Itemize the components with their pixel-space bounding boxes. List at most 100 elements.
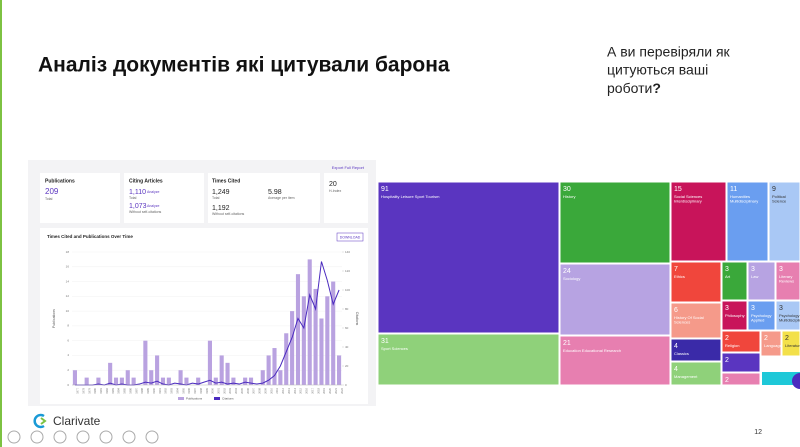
x-tick-label: 2009: [263, 387, 267, 393]
x-tick-label: 2010: [269, 387, 273, 393]
y2-tick-label: 140: [345, 250, 350, 254]
cell-value: 2: [764, 335, 768, 342]
cell-label-line: Psychology: [779, 313, 799, 318]
bar: [166, 377, 171, 385]
download-label[interactable]: DOWNLOAD: [340, 235, 361, 239]
cell-label: Sociology: [563, 276, 580, 281]
bar: [248, 377, 254, 385]
toolbar-icon[interactable]: [122, 430, 136, 444]
x-tick-label: 1999: [205, 387, 209, 393]
scroll-button[interactable]: [792, 373, 800, 389]
chart-card: [40, 228, 368, 404]
treemap-cell: [670, 361, 722, 386]
y-tick-label: 6: [67, 338, 69, 342]
card-heading: Times Cited: [212, 178, 240, 184]
toolbar-icon[interactable]: [7, 430, 21, 444]
cell-label: Management: [674, 374, 698, 379]
bar: [113, 377, 119, 385]
legend-swatch: [178, 397, 184, 400]
cell-value: 15: [674, 186, 682, 193]
card-caption: Total: [212, 196, 220, 200]
cell-label-line: Law: [751, 274, 758, 279]
export-link[interactable]: Export Full Report: [332, 165, 365, 170]
treemap-extra: [762, 372, 800, 385]
bar: [272, 348, 277, 385]
card-caption: Without self-citations: [212, 212, 245, 216]
y-tick-label: 4: [67, 353, 69, 357]
download-button[interactable]: [336, 232, 364, 242]
x-tick-label: 1992: [164, 387, 168, 393]
bar: [295, 274, 301, 385]
toolbar-icon[interactable]: [53, 430, 67, 444]
bar: [131, 377, 136, 385]
cell-value: 3: [725, 266, 729, 273]
x-tick-label: 2001: [216, 387, 220, 393]
bar: [213, 377, 218, 385]
toolbar: [7, 430, 159, 444]
bar: [84, 377, 89, 385]
cell-label-line: Ethics: [674, 274, 685, 279]
cell-label-line: Humanities: [730, 194, 750, 199]
y-tick-label: 8: [67, 324, 69, 328]
x-tick-label: 1978: [81, 387, 85, 393]
x-tick-label: 2003: [228, 387, 232, 393]
x-tick-label: 1993: [170, 387, 174, 393]
treemap-cell: [721, 300, 748, 331]
cell-value: 6: [674, 307, 678, 314]
toolbar-icon[interactable]: [145, 430, 159, 444]
x-tick-label: 2002: [222, 387, 226, 393]
x-tick-label: 2014: [293, 387, 297, 393]
card-caption: Average per item: [268, 196, 295, 200]
cell-label-line: Art: [725, 274, 731, 279]
x-tick-label: 1996: [187, 387, 191, 393]
x-tick-label: 1983: [111, 387, 115, 393]
cell-label-line: Interdisciplinary: [674, 199, 702, 204]
cell-label: Law: [751, 274, 758, 279]
y-tick-label: 18: [66, 250, 70, 254]
toolbar-icon[interactable]: [76, 430, 90, 444]
y-tick-label: 10: [66, 309, 70, 313]
bar: [219, 355, 224, 385]
toolbar-icon[interactable]: [30, 430, 44, 444]
cell-label-line: Science: [772, 199, 787, 204]
card-value: 20: [329, 181, 337, 188]
x-tick-label: 1991: [158, 387, 162, 393]
bar: [231, 377, 236, 385]
treemap-cell: [559, 263, 671, 336]
cell-label-line: Management: [674, 374, 698, 379]
cell-label-line: History Of Social: [674, 315, 704, 320]
cell-label: Classics: [674, 351, 689, 356]
x-tick-label: 1979: [87, 387, 91, 393]
bar: [325, 296, 330, 385]
question-line: А ви перевіряли як: [607, 44, 731, 60]
line: [74, 261, 340, 386]
question-mark: ?: [652, 80, 661, 96]
cell-value: 30: [563, 186, 571, 193]
x-tick-label: 1989: [146, 387, 150, 393]
card: [124, 173, 204, 223]
cell-value: 7: [674, 266, 678, 273]
cell-value: 31: [381, 338, 389, 345]
cell-value: 3: [751, 305, 755, 312]
cell-value: 9: [772, 186, 776, 193]
y-tick-label: 0: [67, 383, 69, 387]
y-tick-label: 16: [66, 265, 70, 269]
cell-label-line: Classics: [674, 351, 689, 356]
question-line: роботи?: [607, 80, 661, 96]
y-tick-label: 14: [66, 279, 70, 283]
card-caption: H-Index: [329, 189, 342, 193]
cell-label: History Of Social Sciences: [674, 315, 704, 325]
toolbar-icon[interactable]: [99, 430, 113, 444]
treemap-cell: [775, 261, 800, 301]
analyze-link[interactable]: Analyze: [147, 190, 160, 194]
treemap-cell: [721, 261, 748, 301]
bar: [149, 370, 154, 385]
cell-label-line: Social Sciences: [674, 194, 702, 199]
treemap-cell: [721, 372, 761, 386]
cell-label-line: Multidisciplinary: [730, 199, 758, 204]
analyze-link[interactable]: Analyze: [147, 204, 160, 208]
y2-tick-label: 100: [345, 288, 350, 292]
bar: [119, 377, 124, 385]
x-tick-label: 2004: [234, 387, 238, 393]
cell-label-line: Religion: [725, 343, 739, 348]
